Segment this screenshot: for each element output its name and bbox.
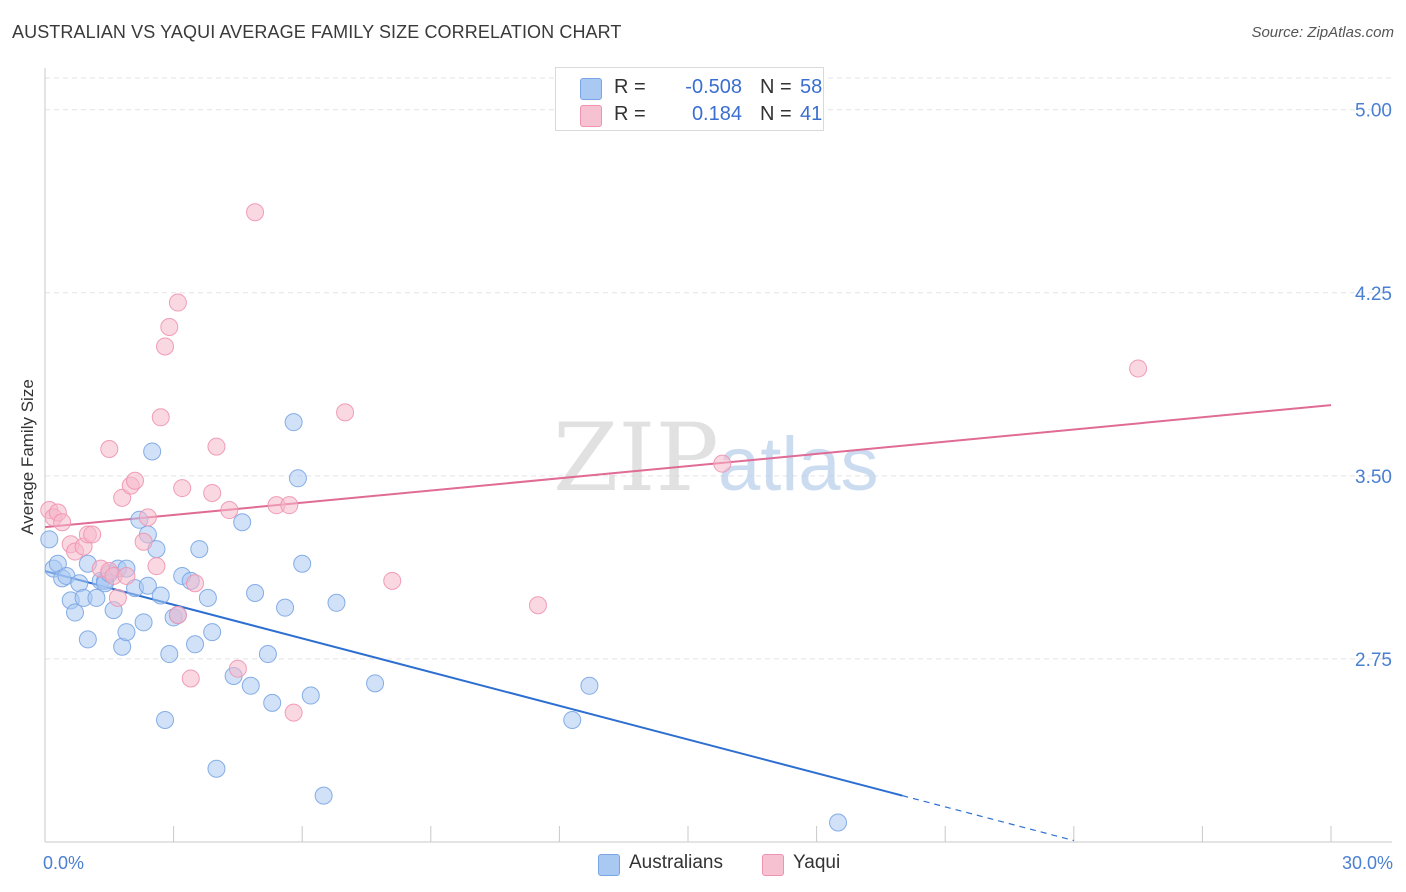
watermark: ZIP atlas bbox=[553, 404, 879, 513]
point-yaqui bbox=[147, 557, 166, 576]
point-yaqui bbox=[83, 525, 102, 544]
legend: R = -0.508 N = 58 R = 0.184 N = 41 bbox=[555, 67, 824, 131]
data-points bbox=[40, 203, 1148, 832]
y-tick-label: 4.25 bbox=[1355, 284, 1392, 305]
point-yaqui bbox=[151, 408, 170, 427]
point-australians bbox=[284, 413, 303, 432]
point-australians bbox=[198, 588, 217, 607]
point-yaqui bbox=[126, 471, 145, 490]
watermark-zip: ZIP bbox=[553, 404, 719, 513]
point-australians bbox=[190, 540, 209, 559]
legend-r-value: 0.184 bbox=[691, 103, 742, 125]
point-australians bbox=[203, 623, 222, 642]
watermark-atlas: atlas bbox=[718, 422, 879, 507]
point-australians bbox=[563, 710, 582, 729]
y-tick-label: 3.50 bbox=[1355, 467, 1392, 488]
point-australians bbox=[143, 442, 162, 461]
point-australians bbox=[151, 586, 170, 605]
bottom-legend-label: Yaqui bbox=[793, 852, 841, 873]
point-australians bbox=[327, 593, 346, 612]
point-yaqui bbox=[1129, 359, 1148, 378]
grid-lines bbox=[45, 77, 1392, 660]
point-yaqui bbox=[713, 454, 732, 473]
legend-r-label: R = bbox=[614, 103, 646, 125]
point-yaqui bbox=[228, 659, 247, 678]
bottom-legend-swatch-blue bbox=[598, 854, 620, 876]
trend-line-australians-extension bbox=[902, 795, 1074, 842]
legend-swatch-pink bbox=[580, 105, 602, 127]
point-yaqui bbox=[181, 669, 200, 688]
point-australians bbox=[301, 686, 320, 705]
point-australians bbox=[134, 613, 153, 632]
point-australians bbox=[66, 603, 85, 622]
point-australians bbox=[293, 554, 312, 573]
point-australians bbox=[160, 645, 179, 664]
x-tick-label: 30.0% bbox=[1342, 853, 1393, 873]
point-australians bbox=[276, 598, 295, 617]
legend-n-label: N = bbox=[760, 76, 792, 98]
point-yaqui bbox=[284, 703, 303, 722]
point-yaqui bbox=[336, 403, 355, 422]
point-yaqui bbox=[207, 437, 226, 456]
point-yaqui bbox=[138, 508, 157, 527]
point-yaqui bbox=[160, 317, 179, 336]
legend-swatch-blue bbox=[580, 78, 602, 100]
point-yaqui bbox=[383, 571, 402, 590]
y-tick-label: 5.00 bbox=[1355, 101, 1392, 122]
trend-lines bbox=[44, 404, 1332, 842]
point-australians bbox=[263, 693, 282, 712]
point-australians bbox=[258, 645, 277, 664]
point-australians bbox=[186, 635, 205, 654]
point-yaqui bbox=[100, 440, 119, 459]
legend-n-value: 41 bbox=[800, 103, 823, 125]
point-australians bbox=[40, 530, 59, 549]
x-tick-label: 0.0% bbox=[43, 853, 84, 873]
point-yaqui bbox=[168, 293, 187, 312]
point-yaqui bbox=[117, 566, 136, 585]
point-yaqui bbox=[108, 588, 127, 607]
point-australians bbox=[207, 759, 226, 778]
point-australians bbox=[366, 674, 385, 693]
point-yaqui bbox=[53, 513, 72, 532]
source-text: Source: ZipAtlas.com bbox=[1251, 24, 1394, 41]
bottom-legend-label: Australians bbox=[629, 852, 723, 873]
point-australians bbox=[78, 630, 97, 649]
point-yaqui bbox=[156, 337, 175, 356]
point-yaqui bbox=[220, 501, 239, 520]
y-axis-label: Average Family Size bbox=[18, 379, 37, 535]
point-australians bbox=[156, 710, 175, 729]
point-yaqui bbox=[168, 605, 187, 624]
point-australians bbox=[580, 676, 599, 695]
legend-n-value: 58 bbox=[800, 76, 823, 98]
bottom-legend-swatch-pink bbox=[762, 854, 784, 876]
legend-n-label: N = bbox=[760, 103, 792, 125]
point-australians bbox=[138, 576, 157, 595]
point-australians bbox=[241, 676, 260, 695]
trend-line-australians bbox=[44, 570, 903, 797]
chart-title: AUSTRALIAN VS YAQUI AVERAGE FAMILY SIZE … bbox=[12, 22, 622, 42]
point-yaqui bbox=[246, 203, 265, 222]
point-australians bbox=[233, 513, 252, 532]
point-yaqui bbox=[173, 479, 192, 498]
point-yaqui bbox=[186, 574, 205, 593]
trend-line-yaqui bbox=[44, 404, 1332, 529]
point-yaqui bbox=[203, 483, 222, 502]
legend-r-label: R = bbox=[614, 76, 646, 98]
point-australians bbox=[117, 623, 136, 642]
point-yaqui bbox=[113, 488, 132, 507]
axes bbox=[44, 68, 1392, 843]
y-tick-label: 2.75 bbox=[1355, 650, 1392, 671]
point-australians bbox=[829, 813, 848, 832]
point-australians bbox=[246, 584, 265, 603]
point-australians bbox=[288, 469, 307, 488]
tick-labels: 2.75 3.50 4.25 5.00 0.0% 30.0% bbox=[43, 101, 1393, 873]
point-yaqui bbox=[528, 596, 547, 615]
point-yaqui bbox=[280, 496, 299, 515]
legend-r-value: -0.508 bbox=[685, 76, 742, 98]
point-australians bbox=[314, 786, 333, 805]
point-australians bbox=[87, 588, 106, 607]
point-yaqui bbox=[134, 532, 153, 551]
